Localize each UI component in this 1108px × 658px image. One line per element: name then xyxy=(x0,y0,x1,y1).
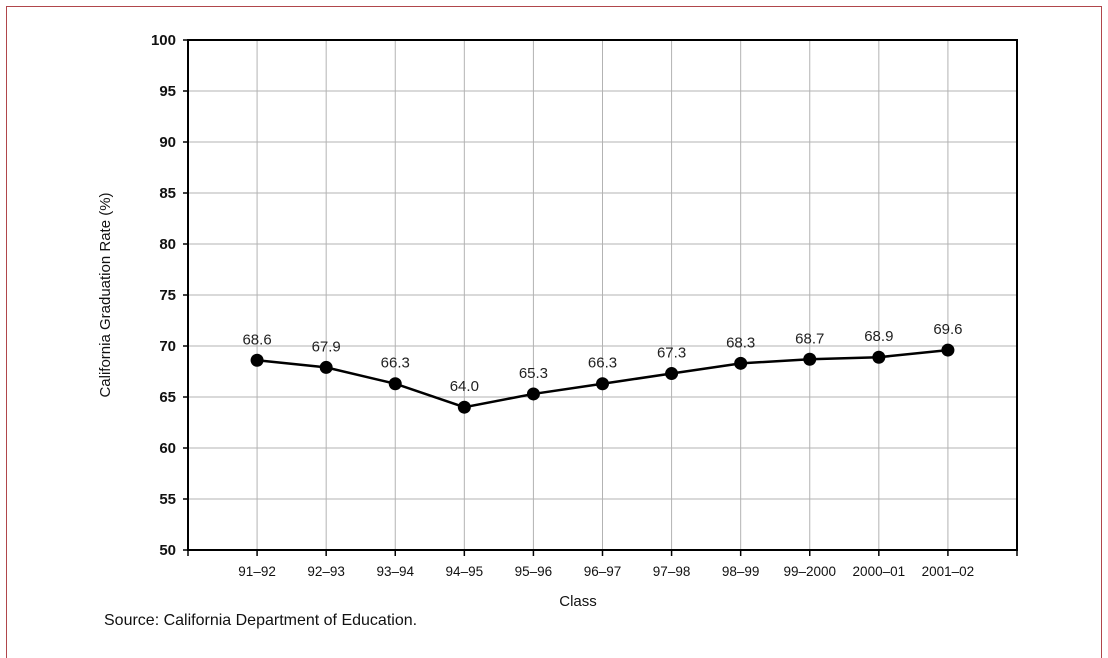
y-tick-label: 85 xyxy=(159,185,176,202)
data-label: 66.3 xyxy=(381,355,410,372)
data-point xyxy=(526,387,540,401)
grid-lines xyxy=(183,39,1018,556)
data-label: 67.3 xyxy=(657,345,686,362)
x-tick-label: 92–93 xyxy=(307,564,345,579)
data-point xyxy=(665,367,679,381)
x-tick-label: 96–97 xyxy=(584,564,622,579)
y-tick-label: 60 xyxy=(159,440,176,457)
data-label: 67.9 xyxy=(312,338,341,355)
data-label: 66.3 xyxy=(588,355,617,372)
x-tick-label: 93–94 xyxy=(376,564,414,579)
plot-area xyxy=(187,39,1018,551)
data-labels: 68.6 67.9 66.3 64.0 65.3 66.3 67.3 68.3 68.7 68.9… xyxy=(242,321,962,395)
x-tick-label: 98–99 xyxy=(722,564,760,579)
x-tick-label: 95–96 xyxy=(515,564,553,579)
y-tick-label: 100 xyxy=(151,32,176,49)
x-axis-title: Class xyxy=(559,593,597,610)
data-point xyxy=(319,360,333,374)
x-tick-label: 94–95 xyxy=(446,564,484,579)
x-tick-label: 2001–02 xyxy=(922,564,975,579)
data-label: 68.9 xyxy=(864,328,893,345)
y-tick-label: 95 xyxy=(159,83,176,100)
y-tick-label: 80 xyxy=(159,236,176,253)
data-point xyxy=(596,377,609,391)
y-tick-label: 75 xyxy=(159,287,176,304)
y-tick-label: 55 xyxy=(159,491,176,508)
y-tick-label: 50 xyxy=(159,542,176,559)
x-tick-labels: 91–92 92–93 93–94 94–95 95–96 96–97 97–98 98–99… xyxy=(238,564,974,579)
data-point xyxy=(388,377,402,391)
x-tick-label: 97–98 xyxy=(653,564,691,579)
x-tick-label: 2000–01 xyxy=(853,564,906,579)
data-label: 65.3 xyxy=(519,365,548,382)
source-note: Source: California Department of Educati… xyxy=(104,612,418,629)
data-label: 68.7 xyxy=(795,330,824,347)
y-tick-label: 65 xyxy=(159,389,176,406)
x-tick-label: 99–2000 xyxy=(783,564,836,579)
y-tick-labels: 50 55 60 65 70 75 80 85 90 95 100 xyxy=(151,32,176,559)
data-point xyxy=(734,356,748,370)
data-label: 69.6 xyxy=(933,321,962,338)
chart-frame xyxy=(6,6,1102,658)
data-point xyxy=(941,343,955,357)
y-tick-label: 90 xyxy=(159,134,176,151)
data-point xyxy=(803,352,817,366)
data-point xyxy=(250,353,264,367)
data-point xyxy=(872,350,886,364)
data-point xyxy=(457,400,471,414)
y-tick-label: 70 xyxy=(159,338,176,355)
data-points xyxy=(250,343,955,414)
data-label: 68.6 xyxy=(242,331,271,348)
x-tick-label: 91–92 xyxy=(238,564,276,579)
y-axis-title: California Graduation Rate (%) xyxy=(97,192,114,397)
data-label: 68.3 xyxy=(726,334,755,351)
data-label: 64.0 xyxy=(450,378,479,395)
